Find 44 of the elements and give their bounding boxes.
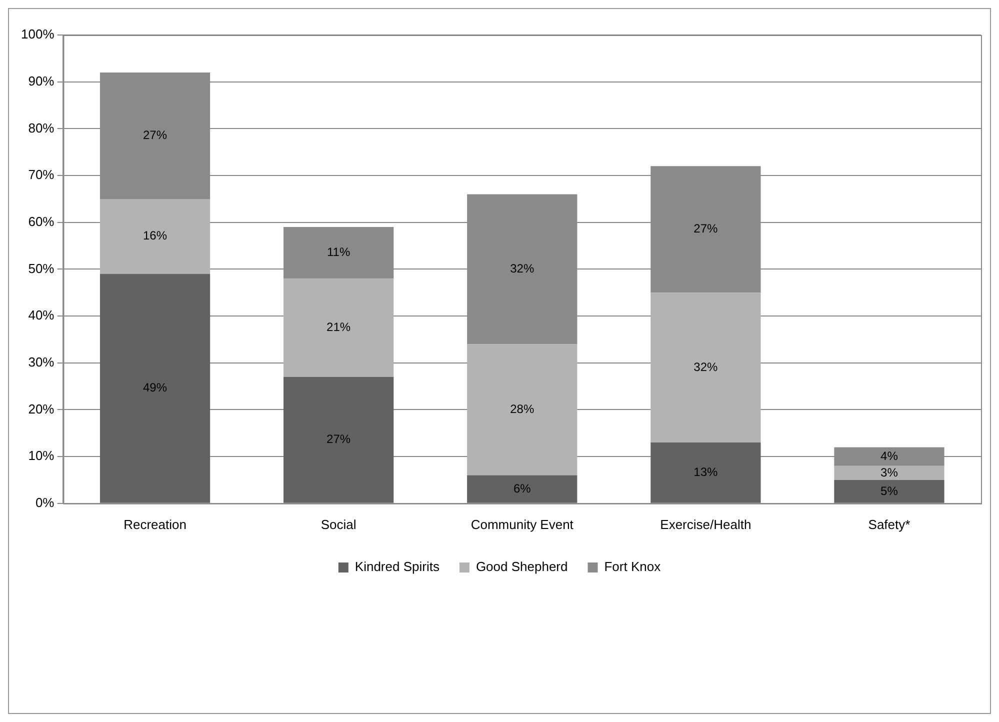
x-tick-label: Social <box>320 516 356 532</box>
data-label: 28% <box>510 402 534 416</box>
bar <box>834 480 944 503</box>
bar <box>650 442 761 503</box>
data-label: 4% <box>880 448 898 463</box>
y-tick-label: 0% <box>35 494 55 510</box>
y-tick-label: 50% <box>28 260 55 276</box>
y-tick-label: 80% <box>28 120 55 136</box>
data-label: 21% <box>326 320 351 334</box>
y-tick-label: 10% <box>28 448 55 464</box>
data-label: 32% <box>694 360 718 374</box>
legend-label: Fort Knox <box>604 559 662 574</box>
data-label: 27% <box>326 432 351 446</box>
bar <box>834 466 944 480</box>
x-tick-label: Safety* <box>868 516 910 532</box>
data-label: 5% <box>880 484 898 498</box>
x-tick-label: Community Event <box>470 516 574 532</box>
data-label: 16% <box>143 228 168 243</box>
data-label: 3% <box>880 465 898 480</box>
data-label: 6% <box>513 481 532 496</box>
bar <box>100 274 210 503</box>
legend-label: Good Shepherd <box>476 559 568 574</box>
bar <box>284 376 394 503</box>
legend-label: Kindred Spirits <box>354 559 440 574</box>
bar <box>100 198 210 274</box>
x-tick-label: Recreation <box>124 516 186 532</box>
y-tick-label: 60% <box>28 214 55 229</box>
bar <box>467 344 578 476</box>
x-tick-label: Exercise/Health <box>660 516 752 532</box>
data-label: 13% <box>694 465 718 480</box>
data-label: 32% <box>510 262 534 276</box>
y-tick-label: 70% <box>28 167 55 182</box>
data-label: 11% <box>327 245 350 260</box>
y-tick-label: 30% <box>28 354 55 370</box>
y-tick-label: 40% <box>28 308 55 323</box>
data-label: 49% <box>143 380 168 395</box>
bar <box>284 278 394 377</box>
bar <box>467 475 578 503</box>
data-label: 27% <box>694 222 718 236</box>
y-tick-label: 100% <box>21 26 55 42</box>
y-tick-label: 90% <box>28 73 55 88</box>
y-tick-label: 20% <box>28 401 55 416</box>
data-label: 27% <box>143 128 168 142</box>
bar <box>650 292 761 443</box>
